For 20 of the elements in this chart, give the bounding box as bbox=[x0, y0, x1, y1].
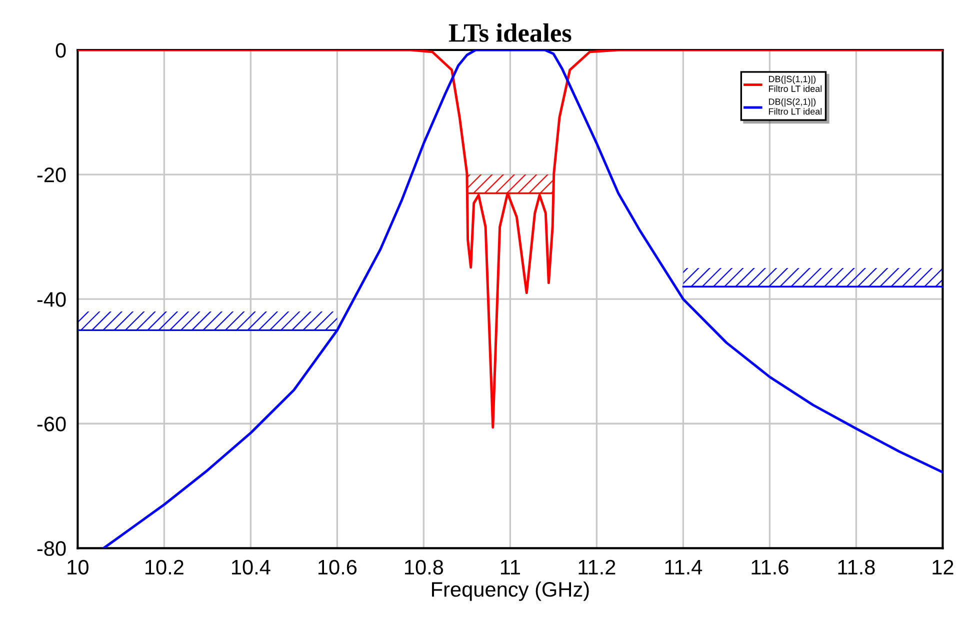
x-tick-label: 10 bbox=[68, 560, 88, 575]
x-tick-label: 11.6 bbox=[752, 560, 788, 575]
chart-title: LTs ideales bbox=[448, 23, 572, 42]
y-tick-label: 0 bbox=[56, 43, 66, 58]
legend-label: DB(|S(2,1)|) Filtro LT ideal bbox=[769, 98, 822, 115]
y-tick-label: -80 bbox=[37, 541, 66, 556]
y-tick-label: -20 bbox=[37, 168, 66, 182]
x-tick-label: 10.2 bbox=[146, 560, 184, 575]
y-tick-label: -60 bbox=[37, 416, 66, 432]
x-tick-label: 12 bbox=[932, 560, 954, 574]
x-tick-label: 11 bbox=[500, 560, 520, 574]
x-tick-label: 11.8 bbox=[838, 560, 875, 575]
y-tick-label: -40 bbox=[37, 292, 66, 307]
x-tick-label: 11.2 bbox=[578, 560, 616, 574]
x-tick-label: 10.8 bbox=[405, 560, 444, 575]
x-tick-label: 11.4 bbox=[665, 560, 702, 574]
x-axis-title: Frequency (GHz) bbox=[432, 581, 589, 601]
x-tick-label: 10.6 bbox=[318, 560, 357, 575]
legend-label: DB(|S(1,1)|) Filtro LT ideal bbox=[769, 76, 822, 92]
x-tick-label: 10.4 bbox=[232, 560, 270, 575]
